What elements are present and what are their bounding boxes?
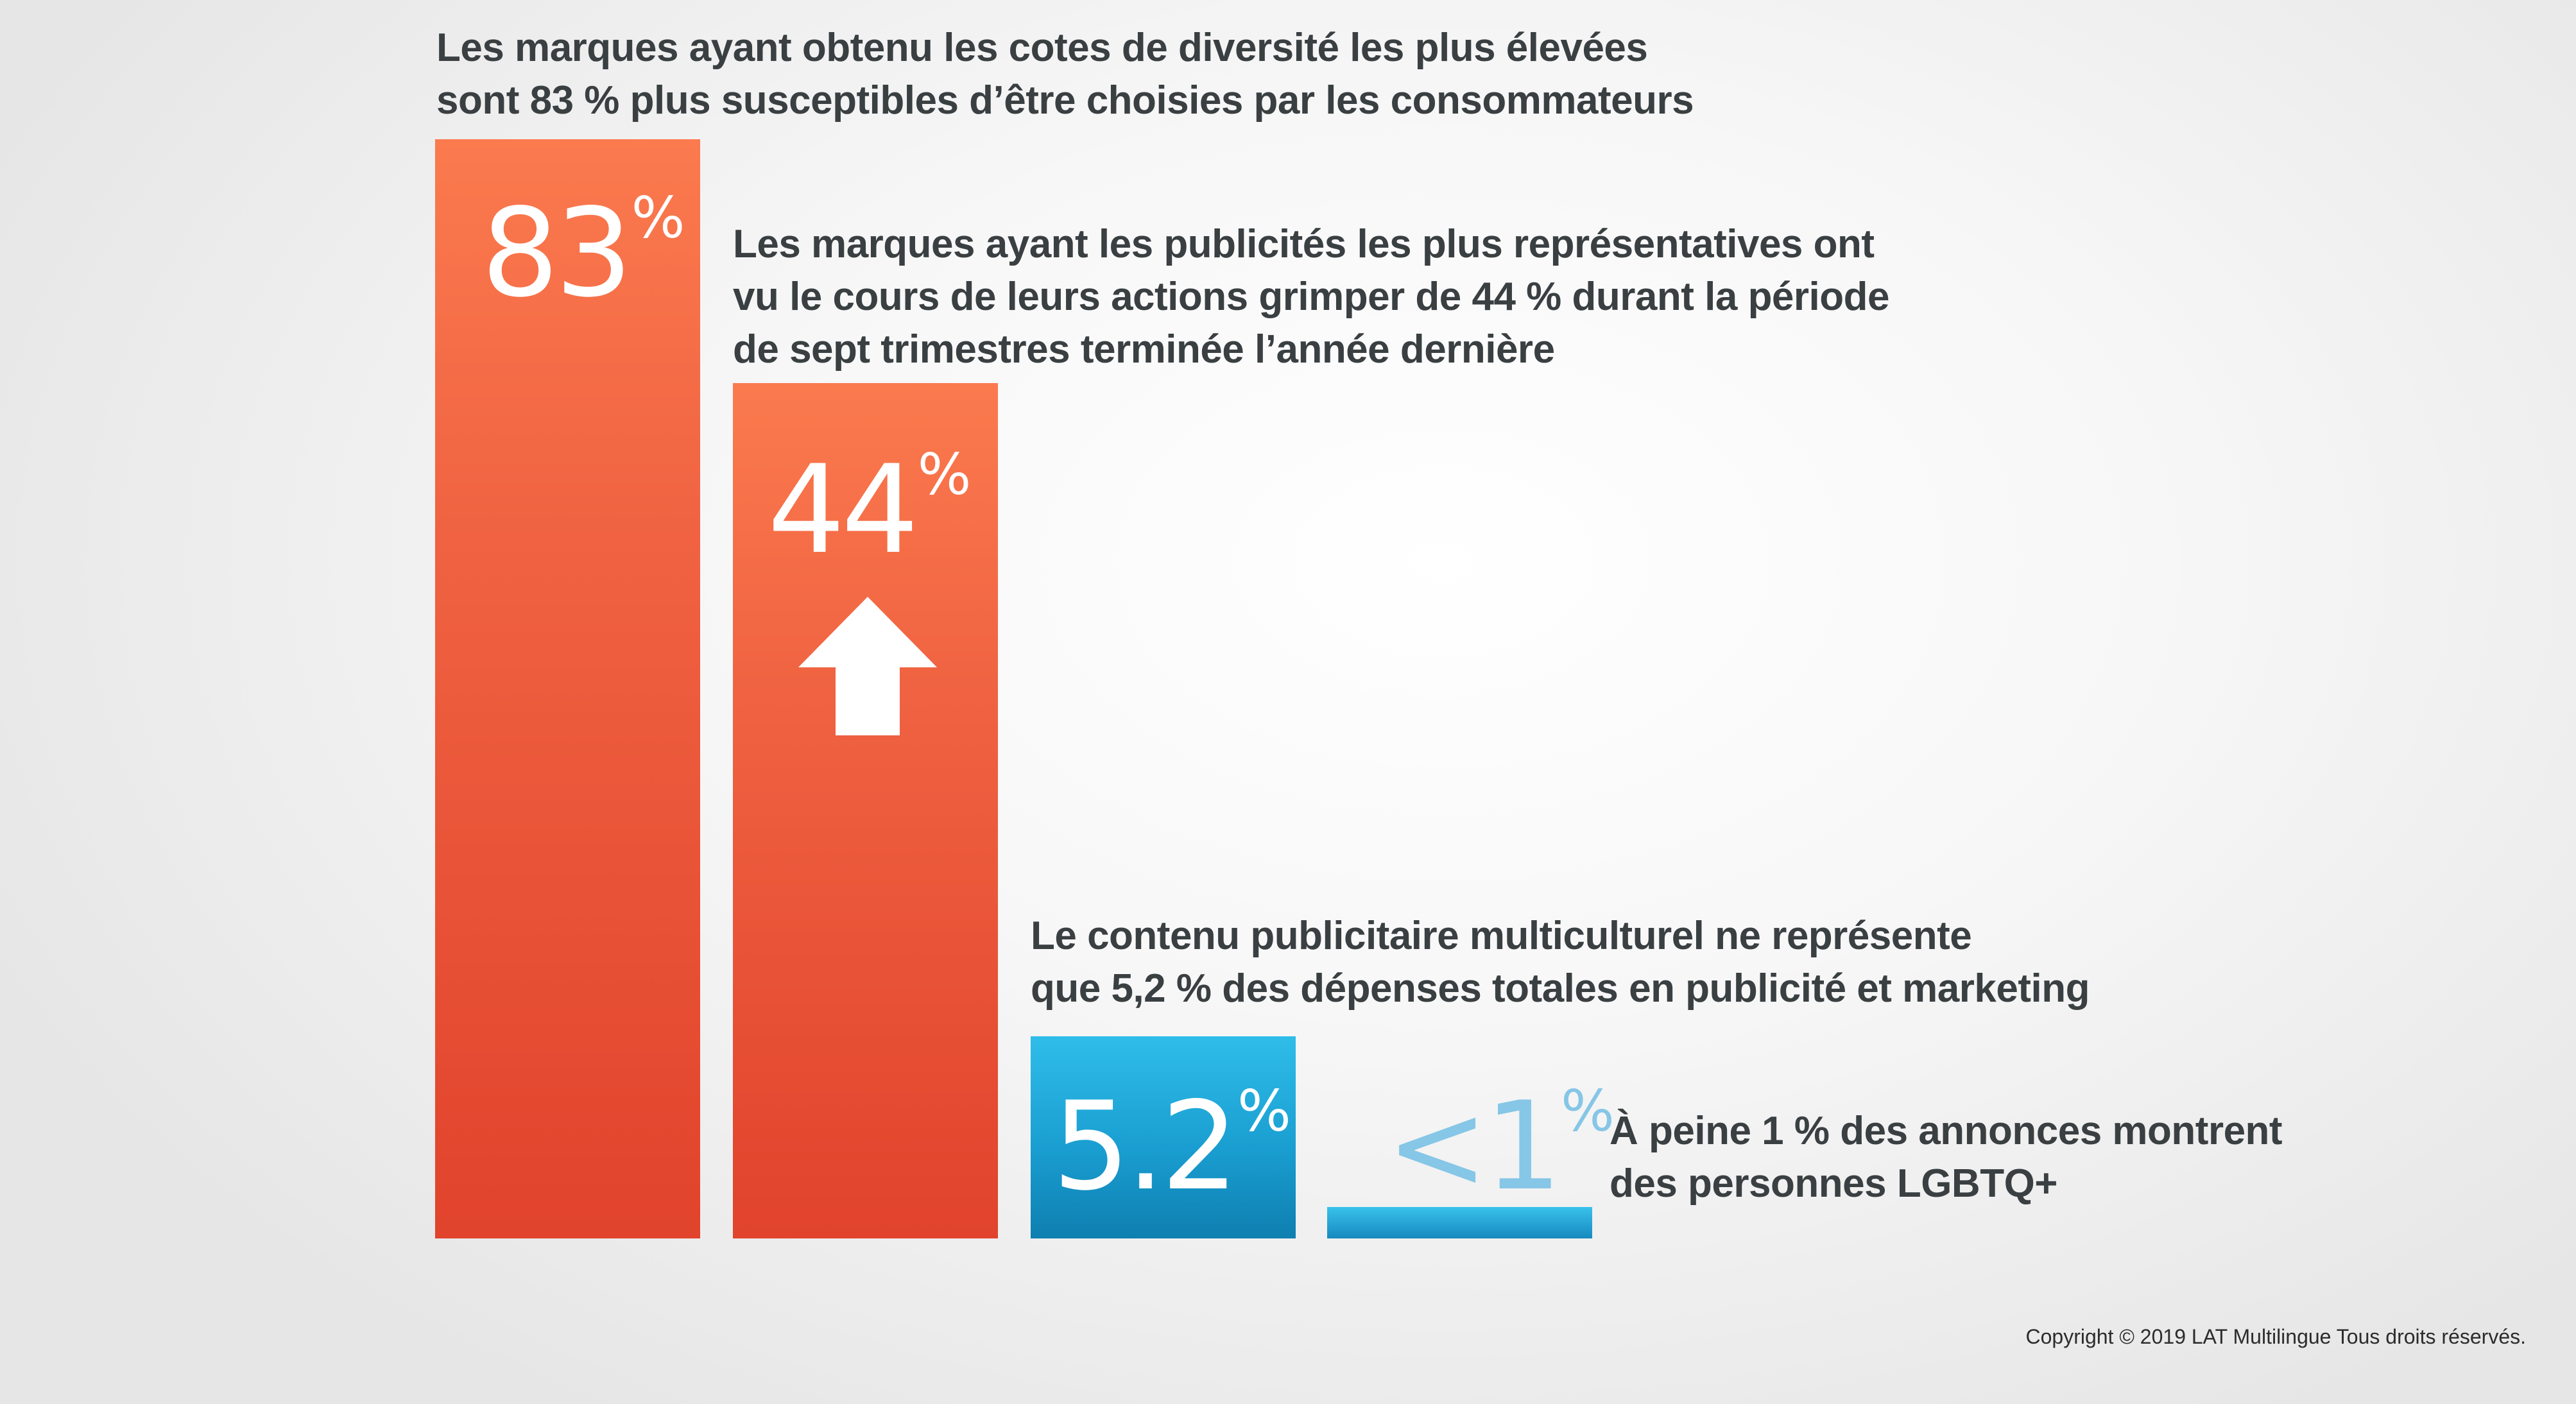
value-label-5-2: 5.2% [1052, 1083, 1291, 1208]
bar-less-than-1-percent [1327, 1207, 1592, 1238]
caption-line: Les marques ayant obtenu les cotes de di… [436, 26, 1648, 70]
percent-sign: % [917, 441, 972, 508]
caption-line: des personnes LGBTQ+ [1610, 1161, 2058, 1206]
value-label-83: 83% [481, 190, 685, 314]
bar-44-percent [733, 383, 998, 1238]
caption-line: de sept trimestres terminée l’année dern… [733, 327, 1555, 372]
bar-5-2-percent [1031, 1036, 1296, 1238]
caption-line: sont 83 % plus susceptibles d’être chois… [436, 78, 1694, 123]
caption-stock-prices: Les marques ayant les publicités les plu… [733, 218, 1890, 376]
bar-83-percent [435, 139, 700, 1238]
caption-line: que 5,2 % des dépenses totales en public… [1031, 966, 2090, 1011]
value-label-less-than-1: <1% [1386, 1083, 1615, 1208]
value-number: 83 [481, 182, 633, 324]
caption-line: Le contenu publicitaire multiculturel ne… [1031, 914, 1972, 958]
caption-lgbtq-ads: À peine 1 % des annonces montrent des pe… [1610, 1105, 2283, 1210]
caption-diversity-ratings: Les marques ayant obtenu les cotes de di… [436, 22, 1694, 127]
percent-sign: % [631, 185, 685, 251]
value-number: <1 [1386, 1075, 1562, 1217]
up-arrow-icon [798, 597, 937, 735]
percent-sign: % [1237, 1078, 1291, 1144]
value-label-44: 44% [768, 447, 971, 571]
copyright-notice: Copyright © 2019 LAT Multilingue Tous dr… [2025, 1325, 2526, 1348]
caption-multicultural-spend: Le contenu publicitaire multiculturel ne… [1031, 910, 2090, 1015]
value-number: 44 [768, 439, 919, 581]
caption-line: À peine 1 % des annonces montrent [1610, 1109, 2283, 1153]
caption-line: vu le cours de leurs actions grimper de … [733, 275, 1890, 319]
percent-sign: % [1561, 1078, 1615, 1144]
caption-line: Les marques ayant les publicités les plu… [733, 222, 1875, 266]
value-number: 5.2 [1052, 1075, 1239, 1217]
